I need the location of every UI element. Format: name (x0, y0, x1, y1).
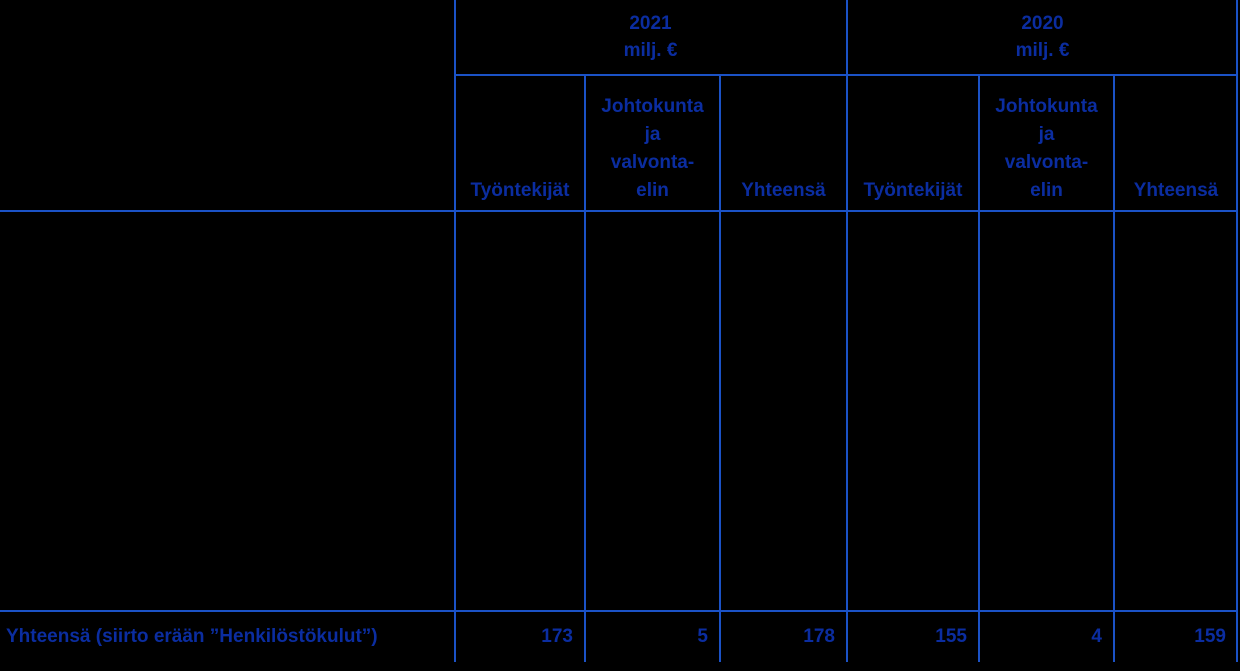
column-header-2021-johtokunta: Johtokunta ja valvonta- elin (601, 96, 704, 201)
grid-hline-under-headers (0, 210, 1238, 212)
column-header-2021-tyontekijat: Työntekijät (470, 180, 570, 201)
grid-vline-2020-col2 (978, 75, 980, 662)
grid-vline-group-divider (846, 0, 848, 662)
column-header-2021-yhteensa: Yhteensä (741, 180, 826, 201)
grid-hline-under-years (454, 74, 1238, 76)
total-value-2021-johtokunta: 5 (697, 626, 708, 647)
unit-label: milj. € (623, 40, 678, 61)
year-header-2020: 2020 milj. € (847, 0, 1238, 74)
table-body-empty (0, 212, 1238, 610)
year-label: 2020 (1021, 13, 1064, 34)
column-header-2020-tyontekijat: Työntekijät (863, 180, 963, 201)
total-value-2021-yhteensa: 178 (803, 626, 835, 647)
grid-vline-2020-col3 (1113, 75, 1115, 662)
unit-label: milj. € (1015, 40, 1070, 61)
total-value-2020-yhteensa: 159 (1194, 626, 1226, 647)
total-value-2020-tyontekijat: 155 (935, 626, 967, 647)
total-row-label: Yhteensä (siirto erään ”Henkilöstökulut”… (6, 626, 378, 647)
year-label: 2021 (629, 13, 672, 34)
grid-vline-2021-col3 (719, 75, 721, 662)
total-value-2021-tyontekijat: 173 (541, 626, 573, 647)
grid-vline-group1-left (454, 0, 456, 662)
column-header-2020-yhteensa: Yhteensä (1133, 180, 1219, 201)
grid-hline-above-total (0, 610, 1238, 612)
grid-vline-right-edge (1236, 0, 1238, 662)
total-value-2020-johtokunta: 4 (1091, 626, 1102, 647)
grid-vline-2021-col2 (584, 75, 586, 662)
year-header-2021: 2021 milj. € (455, 0, 846, 74)
column-header-2020-johtokunta: Johtokunta ja valvonta- elin (995, 96, 1098, 201)
